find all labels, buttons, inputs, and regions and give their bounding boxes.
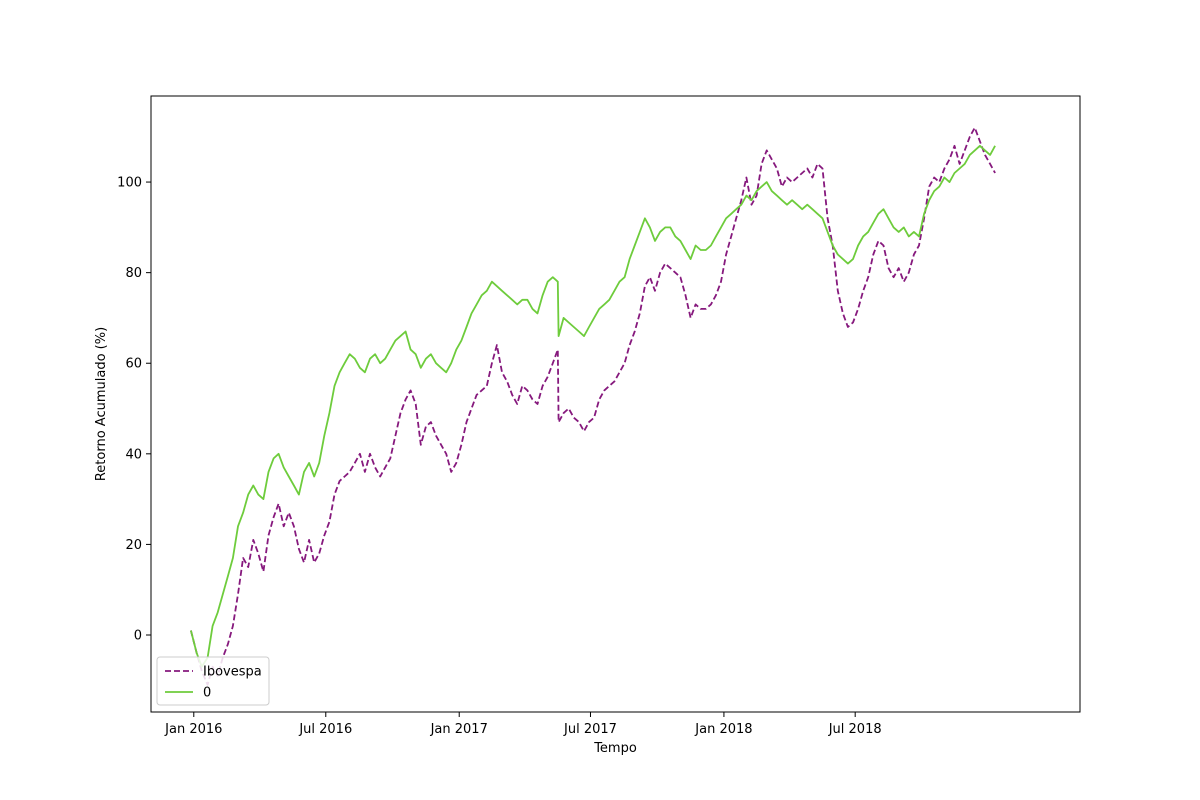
y-tick-label: 100 — [117, 176, 142, 191]
x-tick-label: Jan 2016 — [164, 722, 222, 737]
y-tick-label: 60 — [125, 357, 142, 372]
plot-frame — [150, 95, 1081, 713]
x-tick-label: Jul 2017 — [563, 722, 617, 737]
y-tick-label: 0 — [134, 629, 142, 644]
x-tick-label: Jul 2016 — [298, 722, 352, 737]
series-line-1 — [190, 126, 996, 686]
x-axis-label: Tempo — [593, 741, 637, 756]
x-axis: Jan 2016 Jul 2016 Jan 2017 Jul 2017 Jan 2018… — [164, 712, 882, 737]
y-tick-label: 20 — [125, 538, 142, 553]
y-tick-label: 80 — [125, 266, 142, 281]
x-tick-label: Jan 2017 — [430, 722, 488, 737]
legend-label: Ibovespa — [203, 665, 262, 680]
legend-label: 0 — [203, 686, 211, 701]
legend: Ibovespa 0 — [156, 656, 270, 706]
x-tick-label: Jul 2018 — [828, 722, 882, 737]
series-line-2 — [190, 144, 996, 668]
legend-box — [156, 656, 270, 706]
y-axis-label: Retorno Acumulado (%) — [94, 327, 109, 481]
plot-area — [190, 126, 996, 686]
y-axis: 0 20 40 60 80 100 — [117, 176, 151, 644]
y-tick-label: 40 — [125, 447, 142, 462]
x-tick-label: Jan 2018 — [694, 722, 752, 737]
